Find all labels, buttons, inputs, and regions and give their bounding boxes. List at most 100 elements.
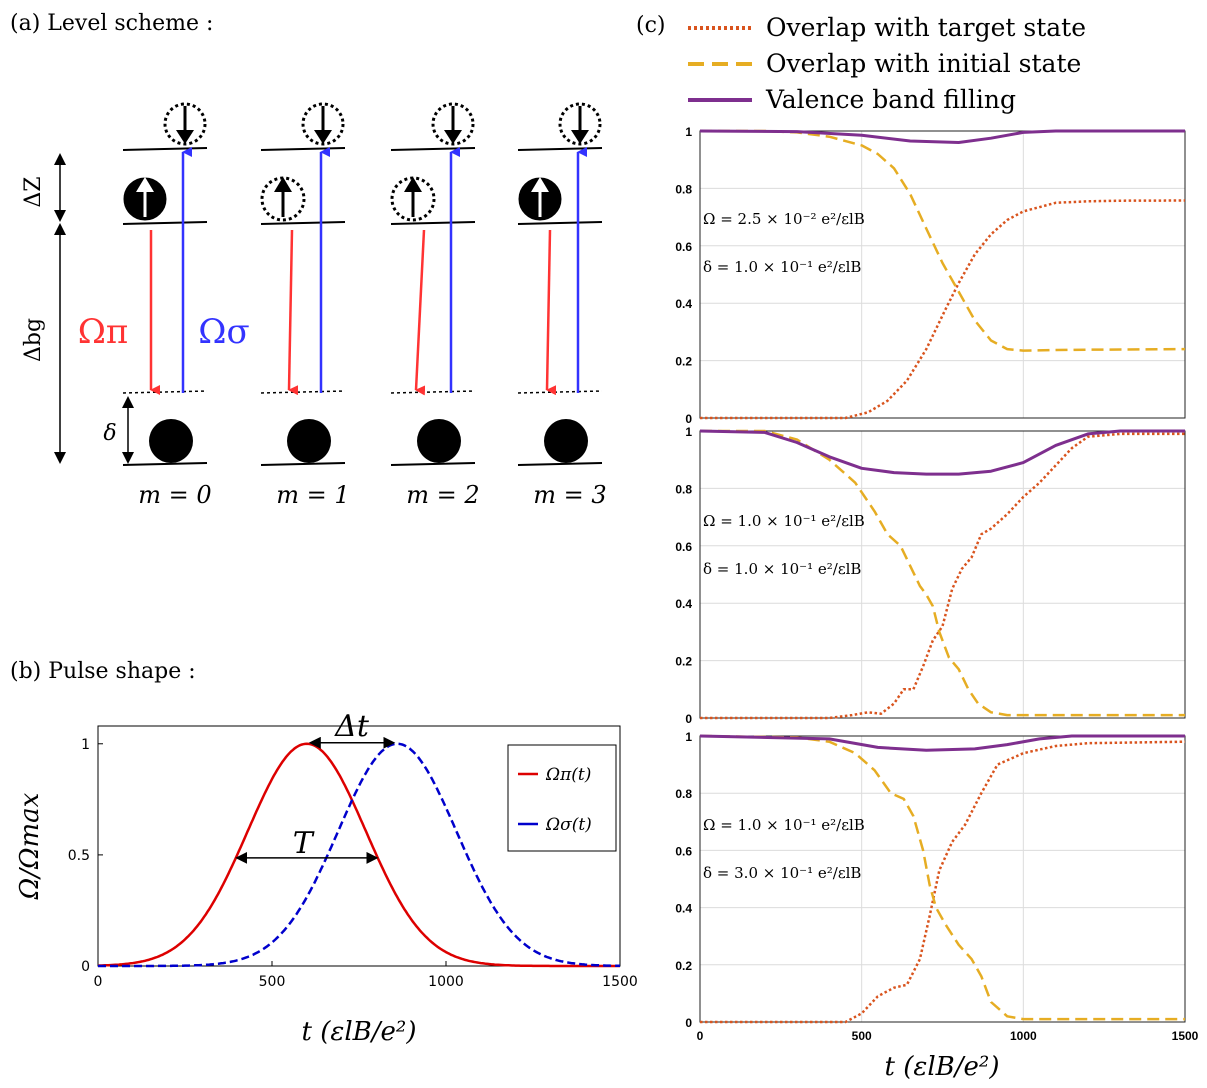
x-tick-label: 1000 xyxy=(1010,1029,1037,1043)
y-tick-label: 1 xyxy=(81,737,90,753)
y-tick-label: 1 xyxy=(685,125,692,139)
plot-frame xyxy=(699,130,1186,419)
m-label: m = 2 xyxy=(406,481,479,509)
panel-b-title: (b) Pulse shape : xyxy=(10,659,196,684)
y-tick-label: 0.2 xyxy=(675,655,692,669)
panel-c-title: (c) xyxy=(636,13,666,38)
upper-spin-down-level xyxy=(122,147,208,151)
y-tick-label: 0.4 xyxy=(675,902,692,916)
pi-transition-arrow xyxy=(414,229,426,396)
pulse-width-label: T xyxy=(293,826,315,861)
pulse-series-line-1 xyxy=(98,742,620,968)
plot-background xyxy=(700,131,1185,418)
plot-background xyxy=(700,431,1185,718)
y-tick-label: 0.6 xyxy=(675,844,692,858)
pulse-legend: Ωπ(t) Ωσ(t) xyxy=(507,744,617,852)
m-label: m = 0 xyxy=(138,481,211,509)
virtual-level xyxy=(122,390,208,394)
y-tick-label: 0.5 xyxy=(68,848,90,864)
spin-down-arrowhead xyxy=(176,130,194,144)
delta-z-label: ΔZ xyxy=(21,176,46,207)
spin-down-arrowhead xyxy=(314,130,332,144)
spin-down-arrowhead xyxy=(444,130,462,144)
upper-spin-down-level xyxy=(260,147,346,151)
panel-c-legend: Overlap with target state Overlap with in… xyxy=(688,13,1086,114)
overlap-series-line-initial xyxy=(699,734,1185,1021)
x-tick-label: 0 xyxy=(94,974,103,990)
pulse-legend-box xyxy=(507,744,617,852)
x-tick-label: 1000 xyxy=(428,974,464,990)
x-tick-label: 500 xyxy=(852,1029,872,1043)
y-tick-label: 0.8 xyxy=(675,482,692,496)
y-tick-label: 0 xyxy=(685,1016,692,1030)
overlap-plot-2: 0 0.2 0.4 0.6 0.8 1 Ω = 1.0 × 10⁻¹ e²/εlB δ = 1… xyxy=(675,425,1186,726)
overlap-series-line-valence xyxy=(699,429,1185,476)
omega-sigma-label: Ωσ xyxy=(198,312,249,352)
valence-electron xyxy=(417,419,461,463)
level-column-m2: m = 2 xyxy=(390,102,480,509)
panel-b-pulse-shape: (b) Pulse shape : 0 500 1000 1500 0 0.5 1 t (εl… xyxy=(10,659,638,1047)
legend-entry-0: Ωπ(t) xyxy=(545,765,591,785)
overlap-charts: 0 0.2 0.4 0.6 0.8 1 Ω = 2.5 × 10⁻² e²/εlB δ = 1… xyxy=(675,125,1198,1082)
upper-spin-up-level xyxy=(122,221,208,225)
y-tick-label: 0 xyxy=(81,959,90,975)
pulse-y-axis-label: Ω/Ωmax xyxy=(15,792,45,900)
y-tick-label: 0.6 xyxy=(675,240,692,254)
pi-transition-arrow xyxy=(287,229,299,396)
legend-entry-1: Ωσ(t) xyxy=(545,815,592,835)
overlap-series-line-initial xyxy=(700,129,1186,352)
y-tick-label: 0 xyxy=(685,712,692,726)
y-tick-label: 0.4 xyxy=(675,597,692,611)
m-label: m = 1 xyxy=(276,481,349,509)
y-tick-label: 0.8 xyxy=(675,182,692,196)
spin-down-arrowhead xyxy=(571,130,589,144)
delta-annotation: δ = 3.0 × 10⁻¹ e²/εlB xyxy=(703,864,861,882)
spin-up-arrowhead xyxy=(531,177,549,192)
x-tick-label: 1500 xyxy=(1172,1029,1199,1043)
valence-level xyxy=(517,462,603,466)
x-tick-label: 1500 xyxy=(602,974,638,990)
pulse-x-axis-label: t (εlB/e²) xyxy=(302,1017,417,1047)
valence-electron xyxy=(544,419,588,463)
overlap-series-line-target xyxy=(700,199,1186,420)
upper-spin-up-level xyxy=(517,221,603,225)
upper-spin-down-level xyxy=(390,147,476,151)
m-label: m = 3 xyxy=(533,481,606,509)
overlap-series-line-valence xyxy=(699,129,1185,144)
legend-entry-initial: Overlap with initial state xyxy=(766,49,1081,78)
x-tick-label: 0 xyxy=(697,1029,704,1043)
overlap-plot-3: 0 0.2 0.4 0.6 0.8 1 0 500 1000 1500 Ω = 1.0 × 10⁻¹… xyxy=(675,730,1198,1043)
valence-level xyxy=(122,462,208,466)
upper-spin-down-level xyxy=(517,147,603,151)
overlap-series-line-valence xyxy=(699,734,1185,752)
omega-pi-label: Ωπ xyxy=(78,312,129,352)
y-tick-label: 0.6 xyxy=(675,540,692,554)
level-columns: m = 0 m = 1 m = 2 m = 3 xyxy=(122,102,607,509)
y-tick-label: 1 xyxy=(685,730,692,744)
valence-electron xyxy=(149,419,193,463)
legend-entry-target: Overlap with target state xyxy=(766,13,1086,42)
level-column-m0: m = 0 xyxy=(122,102,212,509)
upper-spin-up-level xyxy=(390,221,476,225)
upper-spin-up-level xyxy=(260,221,346,225)
delta-label: δ xyxy=(103,421,116,446)
legend-entry-valence: Valence band filling xyxy=(765,85,1016,114)
virtual-level xyxy=(260,390,346,394)
y-tick-label: 0.8 xyxy=(675,787,692,801)
valence-level xyxy=(390,462,476,466)
delta-bg-label: Δbg xyxy=(21,318,46,362)
valence-electron xyxy=(287,419,331,463)
y-tick-label: 0.2 xyxy=(675,959,692,973)
overlap-series-line-initial xyxy=(700,429,1185,717)
y-tick-label: 1 xyxy=(685,425,692,439)
delta-annotation: δ = 1.0 × 10⁻¹ e²/εlB xyxy=(703,258,861,276)
valence-level xyxy=(260,462,346,466)
omega-annotation: Ω = 2.5 × 10⁻² e²/εlB xyxy=(703,210,865,228)
virtual-level xyxy=(390,390,476,394)
pulse-chart: 0 500 1000 1500 0 0.5 1 t (εlB/e²) Ω/Ωmax T Δt Ωπ(t… xyxy=(15,709,638,1047)
spin-up-arrowhead xyxy=(136,177,154,192)
virtual-level xyxy=(517,390,603,394)
